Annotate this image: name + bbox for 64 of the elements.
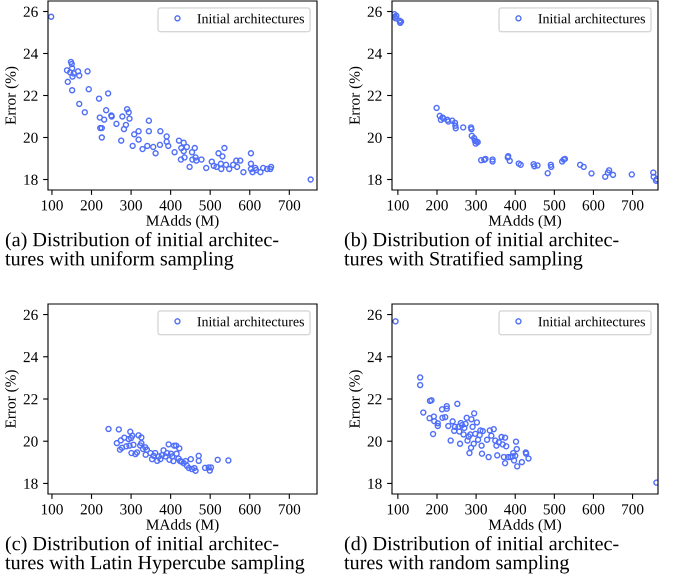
x-tick-label: 700 [278, 200, 300, 210]
x-axis-title: MAdds (M) [146, 214, 219, 229]
x-tick-label: 500 [200, 200, 222, 210]
y-tick-label: 22 [368, 90, 382, 101]
y-axis-title: Error (%) [4, 370, 19, 428]
x-tick-label: 300 [465, 200, 487, 210]
x-tick-label: 100 [42, 200, 63, 210]
x-tick-label: 200 [80, 200, 102, 210]
x-tick-label: 500 [200, 504, 222, 514]
y-tick-label: 26 [24, 310, 38, 320]
x-tick-label: 700 [278, 504, 300, 514]
y-tick-label: 26 [368, 6, 382, 17]
y-tick-label: 18 [368, 478, 382, 489]
x-tick-label: 700 [622, 200, 644, 210]
text: (b) Distribution of initial architec- tures with Stratified sampling [344, 232, 618, 270]
y-tick-label: 26 [24, 6, 38, 17]
y-tick-label: 24 [368, 48, 382, 59]
x-tick-label: 400 [159, 200, 182, 210]
x-tick-label: 100 [42, 504, 63, 514]
y-tick-label: 22 [24, 90, 38, 101]
x-tick-label: 500 [544, 200, 566, 210]
legend-label: Initial architectures [197, 14, 304, 24]
text: (a) Distribution of initial architec- tures with uniform sampling [5, 232, 278, 270]
text: (c) Distribution of initial architec- tures with Latin Hypercube sampling [5, 536, 304, 574]
y-tick-label: 24 [24, 352, 38, 362]
x-axis-title: MAdds (M) [488, 518, 562, 533]
x-axis-title: MAdds (M) [488, 214, 562, 229]
y-tick-label: 22 [368, 394, 382, 404]
y-axis-title: Error (%) [348, 66, 363, 125]
x-tick-label: 600 [238, 200, 261, 210]
y-tick-label: 20 [24, 436, 38, 447]
y-tick-label: 20 [24, 132, 38, 143]
legend-label: Initial architectures [197, 316, 304, 326]
x-tick-label: 600 [238, 504, 261, 514]
x-tick-label: 100 [388, 504, 409, 514]
y-tick-label: 20 [368, 436, 382, 447]
x-tick-label: 200 [426, 504, 448, 514]
x-tick-label: 300 [120, 200, 142, 210]
x-tick-label: 300 [120, 504, 142, 514]
x-tick-label: 600 [582, 504, 604, 514]
x-tick-label: 200 [426, 200, 448, 210]
y-axis-title: Error (%) [4, 66, 19, 125]
x-tick-label: 600 [582, 200, 604, 210]
y-axis-title: Error (%) [348, 370, 363, 428]
x-tick-label: 400 [504, 200, 526, 210]
x-tick-label: 700 [622, 504, 644, 514]
y-tick-label: 18 [24, 174, 38, 185]
y-tick-label: 24 [24, 48, 38, 59]
y-tick-label: 22 [24, 394, 38, 404]
y-tick-label: 26 [368, 310, 382, 320]
legend-label: Initial architectures [538, 316, 645, 326]
text: (d) Distribution of initial architec- tures with random sampling [344, 536, 618, 574]
x-tick-label: 100 [388, 200, 409, 210]
y-tick-label: 24 [368, 352, 382, 362]
y-tick-label: 20 [368, 132, 382, 143]
x-axis-title: MAdds (M) [146, 518, 219, 533]
legend-label: Initial architectures [538, 14, 645, 24]
x-tick-label: 300 [465, 504, 487, 514]
x-tick-label: 200 [80, 504, 102, 514]
x-tick-label: 400 [504, 504, 526, 514]
x-tick-label: 500 [544, 504, 566, 514]
y-tick-label: 18 [368, 174, 382, 185]
y-tick-label: 18 [24, 478, 38, 489]
x-tick-label: 400 [159, 504, 182, 514]
